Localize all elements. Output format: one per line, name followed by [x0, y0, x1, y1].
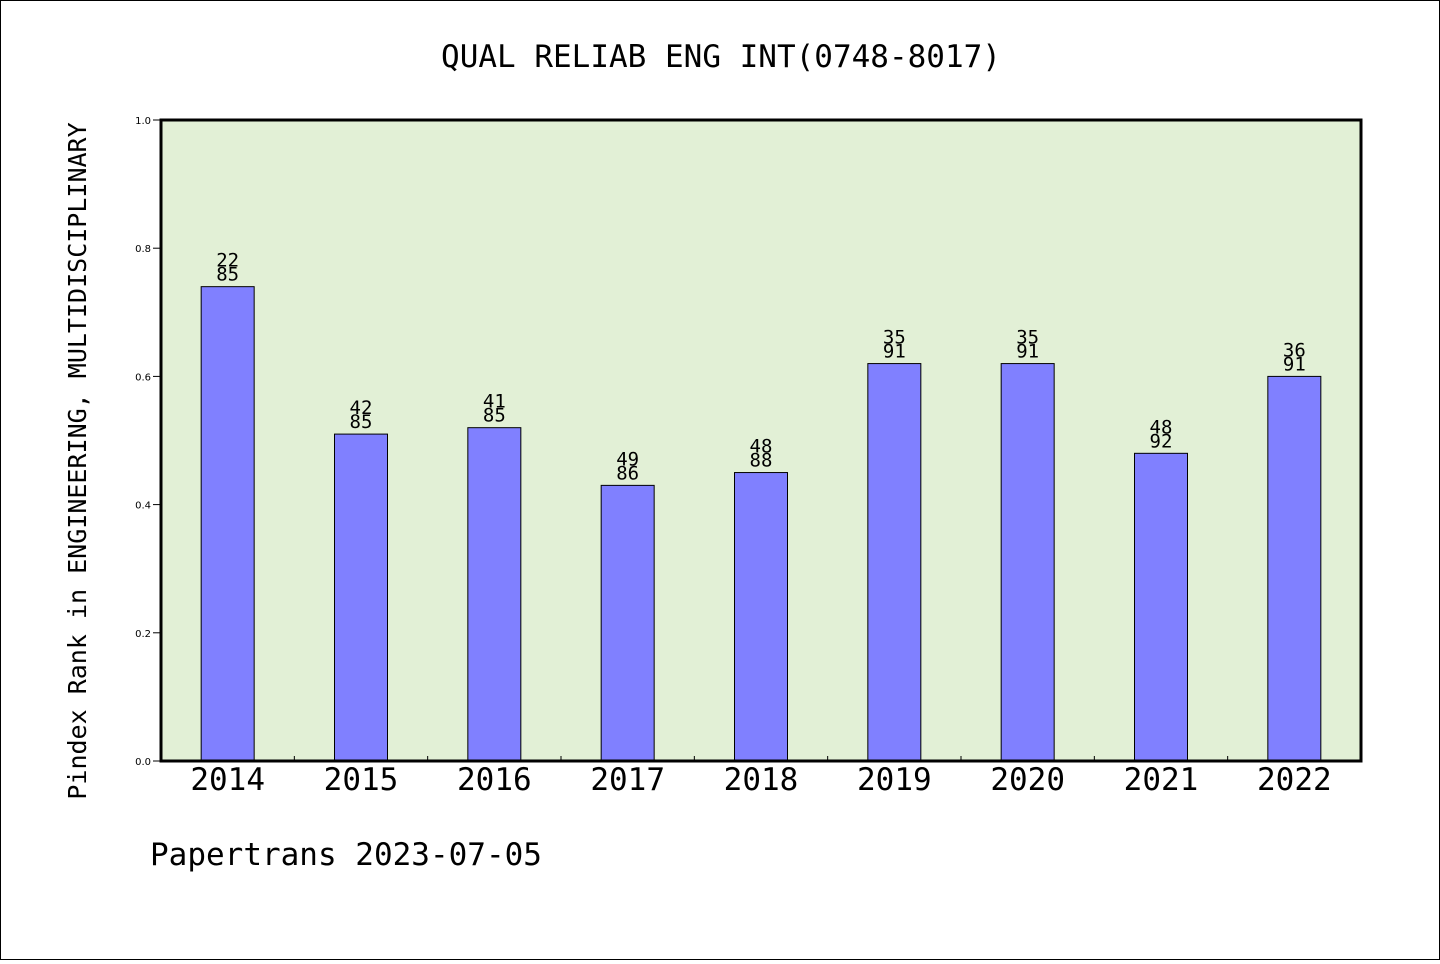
- x-tick-label: 2020: [990, 762, 1065, 798]
- bar-rank-label: 48: [750, 436, 773, 458]
- bars-layer: [200, 286, 1322, 762]
- bar-rank-label: 35: [1016, 327, 1039, 349]
- bar-total-label: 88: [750, 450, 773, 472]
- bar-total-label: 91: [1016, 341, 1039, 363]
- y-tick-label: 0.4: [135, 501, 151, 512]
- bar-rank-label: 36: [1283, 339, 1306, 361]
- chart-title: QUAL RELIAB ENG INT(0748-8017): [441, 39, 1001, 75]
- x-tick-label: 2016: [457, 762, 532, 798]
- bar-rank-label: 35: [883, 327, 906, 349]
- y-tick-label: 0.0: [135, 757, 151, 768]
- bar-rank-label: 48: [1150, 416, 1173, 438]
- bar-total-label: 91: [883, 341, 906, 363]
- y-tick-label: 0.2: [135, 629, 151, 640]
- bar-total-label: 85: [216, 264, 239, 286]
- x-tick-label: 2019: [857, 762, 932, 798]
- x-tick-label: 2018: [724, 762, 799, 798]
- y-tick-label: 1.0: [135, 116, 151, 127]
- y-axis: 0.0 0.2 0.4 0.6 0.8 1.0: [135, 116, 161, 768]
- bar-2022: [1267, 375, 1322, 762]
- x-tick-label: 2021: [1124, 762, 1199, 798]
- bar-total-label: 86: [616, 462, 639, 484]
- bar-total-label: 92: [1150, 430, 1173, 452]
- bar-total-label: 85: [350, 411, 373, 433]
- bar-2015: [334, 433, 388, 762]
- y-tick-label: 0.8: [135, 244, 151, 255]
- bar-2014: [200, 286, 255, 762]
- y-axis-label: Pindex Rank in ENGINEERING, MULTIDISCIPL…: [63, 122, 92, 799]
- bar-rank-label: 42: [350, 397, 373, 419]
- bar-2020: [1000, 363, 1055, 762]
- bar-2019: [867, 363, 922, 762]
- bar-total-label: 85: [483, 405, 506, 427]
- bar-2016: [467, 427, 522, 762]
- x-tick-label: 2022: [1257, 762, 1332, 798]
- bar-2021: [1134, 452, 1188, 762]
- footer-credit: Papertrans 2023-07-05: [150, 837, 542, 873]
- bar-rank-label: 49: [616, 448, 639, 470]
- x-tick-label: 2015: [324, 762, 399, 798]
- bar-rank-label: 22: [216, 250, 239, 272]
- bar-2017: [600, 484, 655, 762]
- x-axis: 2014 2015 2016 2017 2018 2019 2020 2021 2022: [190, 756, 1332, 798]
- bar-rank-label: 41: [483, 391, 506, 413]
- bar-2018: [734, 472, 788, 762]
- plot-frame: [159, 118, 1363, 763]
- y-tick-label: 0.6: [135, 372, 151, 383]
- bar-total-label: 91: [1283, 353, 1306, 375]
- x-tick-label: 2014: [190, 762, 265, 798]
- x-tick-label: 2017: [590, 762, 665, 798]
